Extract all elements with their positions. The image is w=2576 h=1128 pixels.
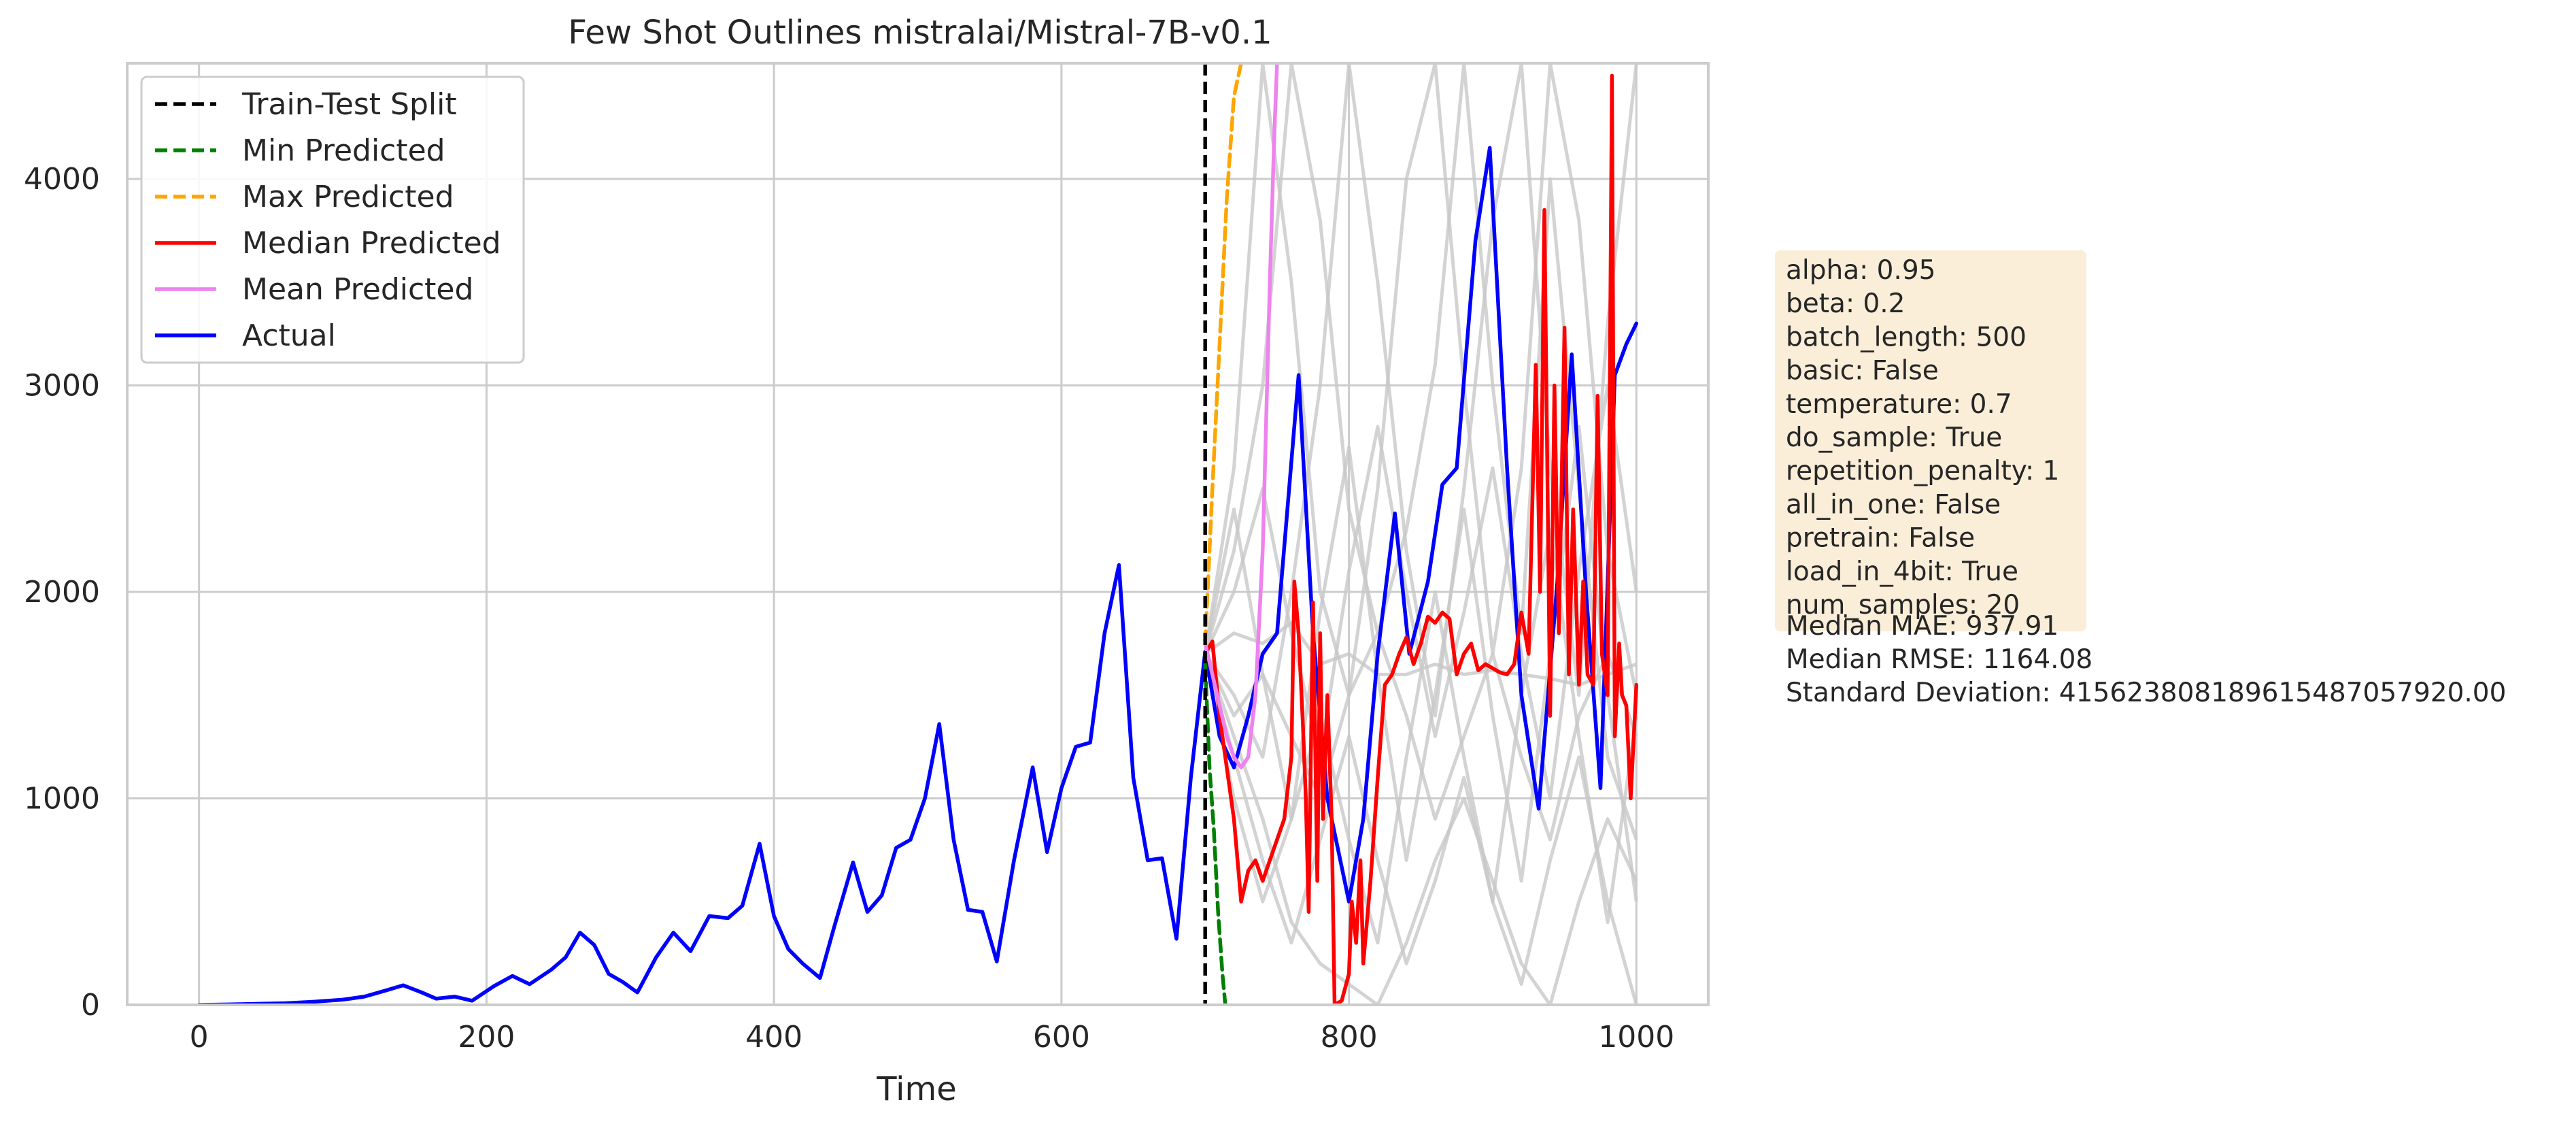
legend-label: Mean Predicted <box>242 272 473 307</box>
series-lines <box>197 63 1639 1005</box>
min-predicted-line <box>1203 662 1227 1005</box>
plot-frame <box>126 62 1710 1006</box>
legend-label: Max Predicted <box>242 180 454 214</box>
x-tick-label: 800 <box>1321 1020 1378 1055</box>
parameter-line: beta: 0.2 <box>1786 288 1905 319</box>
legend: Train-Test Split Min Predicted Max Predict… <box>140 76 525 364</box>
legend-item: Min Predicted <box>155 133 445 168</box>
sample-line <box>1203 653 1638 1005</box>
legend-item: Max Predicted <box>155 180 454 214</box>
statistic-line: Standard Deviation: 41562380818961548705… <box>1786 678 2506 708</box>
mean-predicted-line <box>1203 63 1279 769</box>
legend-label: Train-Test Split <box>241 87 457 122</box>
y-tick-label: 0 <box>81 988 100 1023</box>
sample-line <box>1203 528 1638 945</box>
legend-item: Actual <box>155 318 336 353</box>
legend-frame <box>140 76 525 364</box>
parameter-line: repetition_penalty: 1 <box>1786 456 2059 486</box>
parameter-line: num_samples: 20 <box>1786 590 2020 620</box>
y-tick-label: 1000 <box>24 781 100 816</box>
legend-label: Actual <box>242 318 336 353</box>
x-tick-label: 1000 <box>1598 1020 1674 1055</box>
x-tick-label: 400 <box>745 1020 802 1055</box>
chart-title: Few Shot Outlines mistralai/Mistral-7B-v… <box>568 14 1272 52</box>
parameter-line: temperature: 0.7 <box>1786 389 2012 420</box>
statistic-line: Median RMSE: 1164.08 <box>1786 644 2092 675</box>
actual-line <box>197 146 1639 1005</box>
statistic-line: Median MAE: 937.91 <box>1786 611 2058 642</box>
legend-item: Median Predicted <box>155 226 501 261</box>
legend-label: Min Predicted <box>242 133 445 168</box>
parameter-line: batch_length: 500 <box>1786 322 2027 352</box>
sample-line <box>1204 63 1638 759</box>
sample-line <box>1203 653 1638 1005</box>
median-predicted-line <box>1203 73 1639 1005</box>
x-axis-title: Time <box>876 1070 956 1108</box>
parameter-line: all_in_one: False <box>1786 489 2001 520</box>
parameter-line: pretrain: False <box>1786 523 1975 554</box>
tick-labels: 0 200 400 600 800 1000 0 1000 2000 3000 4000 <box>24 162 1674 1055</box>
sample-line <box>1203 384 1638 800</box>
legend-label: Median Predicted <box>242 226 501 261</box>
parameter-line: load_in_4bit: True <box>1786 557 2018 587</box>
sample-line <box>1203 63 1638 697</box>
parameter-line: do_sample: True <box>1786 422 2002 453</box>
sample-line <box>1203 425 1638 902</box>
legend-item: Mean Predicted <box>155 272 473 307</box>
sample-line <box>1203 631 1638 842</box>
x-tick-label: 600 <box>1033 1020 1090 1055</box>
max-predicted-line <box>1203 63 1244 646</box>
parameter-line: basic: False <box>1786 356 1939 386</box>
legend-item: Train-Test Split <box>155 87 457 122</box>
y-tick-label: 3000 <box>24 368 100 403</box>
x-tick-label: 200 <box>458 1020 515 1055</box>
y-tick-label: 4000 <box>24 162 100 197</box>
parameter-line: alpha: 0.95 <box>1786 255 1935 286</box>
parameter-box-background <box>1775 250 2086 631</box>
y-tick-label: 2000 <box>24 575 100 610</box>
x-tick-label: 0 <box>190 1020 209 1055</box>
